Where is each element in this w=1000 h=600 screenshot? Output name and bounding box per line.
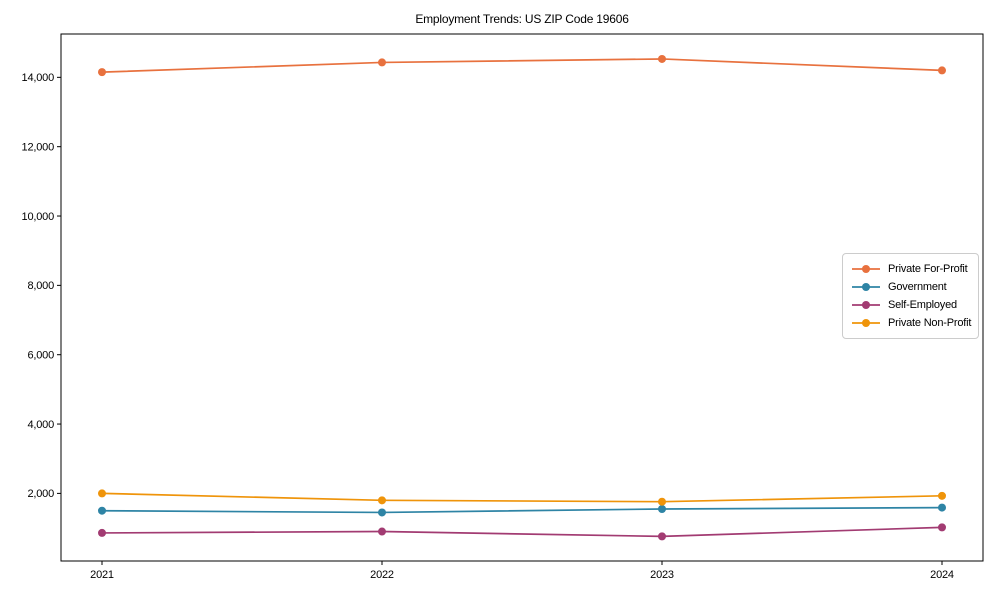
- legend-label: Private For-Profit: [888, 263, 968, 275]
- data-point-government-2023: [658, 504, 666, 513]
- series-private-for-profit: [98, 54, 946, 77]
- data-point-self-employed-2023: [658, 532, 666, 541]
- legend-label: Private Non-Profit: [888, 317, 972, 329]
- y-axis-tick-label: 4,000: [27, 419, 54, 431]
- legend-entry-self-employed: Self-Employed: [843, 299, 978, 311]
- y-axis-tick-label: 2,000: [27, 488, 54, 500]
- x-axis-tick-label: 2021: [90, 569, 114, 581]
- data-point-self-employed-2021: [98, 528, 106, 537]
- x-axis-tick-label: 2022: [370, 569, 394, 581]
- series-line-private-for-profit: [101, 58, 943, 73]
- legend-entry-government: Government: [843, 281, 978, 293]
- plot-area-border: [60, 33, 984, 562]
- data-point-private-for-profit-2024: [938, 66, 946, 75]
- legend-line-marker-icon: [852, 265, 880, 273]
- legend-line-marker-icon: [852, 319, 880, 327]
- legend-entry-private-for-profit: Private For-Profit: [843, 263, 978, 275]
- legend-label: Government: [888, 281, 947, 293]
- legend-label: Self-Employed: [888, 299, 957, 311]
- data-point-government-2024: [938, 503, 946, 512]
- data-point-private-for-profit-2021: [98, 68, 106, 77]
- data-point-private-non-profit-2022: [378, 496, 386, 505]
- series-private-non-profit: [98, 489, 946, 506]
- x-axis-tick-label: 2024: [930, 569, 954, 581]
- series-line-private-non-profit: [101, 492, 943, 503]
- x-axis-tick-label: 2023: [650, 569, 674, 581]
- series-government: [98, 503, 946, 517]
- chart-title: Employment Trends: US ZIP Code 19606: [415, 12, 629, 26]
- y-axis-tick-label: 12,000: [22, 141, 55, 153]
- data-point-private-for-profit-2023: [658, 54, 666, 63]
- data-point-self-employed-2024: [938, 523, 946, 532]
- legend-entry-private-non-profit: Private Non-Profit: [843, 317, 978, 329]
- legend-line-marker-icon: [852, 301, 880, 309]
- data-point-government-2022: [378, 508, 386, 517]
- data-point-private-for-profit-2022: [378, 58, 386, 67]
- y-axis-tick-label: 14,000: [22, 72, 55, 84]
- data-point-government-2021: [98, 506, 106, 515]
- series-line-self-employed: [101, 526, 943, 538]
- y-axis-tick-label: 6,000: [27, 350, 54, 362]
- legend-line-marker-icon: [852, 283, 880, 291]
- legend: Private For-Profit Government Self-Employe…: [842, 253, 979, 339]
- series-line-government: [101, 506, 943, 514]
- data-point-private-non-profit-2023: [658, 497, 666, 506]
- y-axis-tick-label: 10,000: [22, 211, 55, 223]
- y-axis-tick-label: 8,000: [27, 280, 54, 292]
- series-self-employed: [98, 523, 946, 541]
- data-point-self-employed-2022: [378, 527, 386, 536]
- data-point-private-non-profit-2021: [98, 489, 106, 498]
- data-point-private-non-profit-2024: [938, 491, 946, 500]
